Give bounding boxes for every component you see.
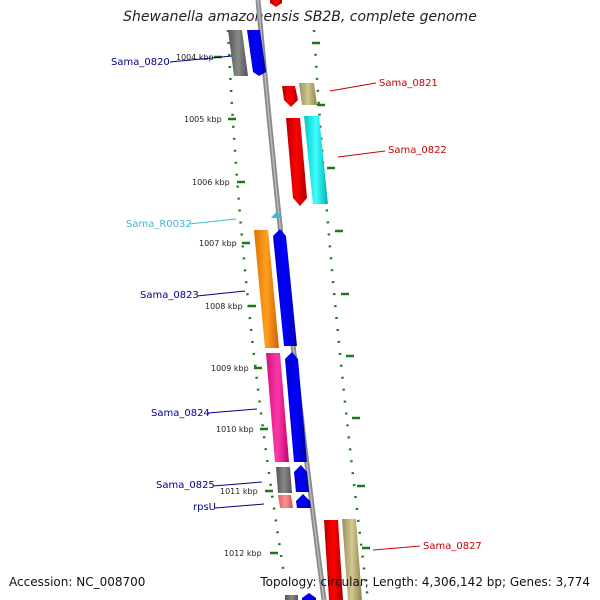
gene-rpsu[interactable] (296, 494, 311, 508)
label-sama-r0032[interactable]: Sama_R0032 (126, 219, 192, 230)
gene-sama-0820-gray[interactable] (228, 30, 248, 76)
label-line-rpsu (214, 503, 265, 509)
gene-sama-0821-khaki[interactable] (299, 83, 317, 105)
gene-sama-0825[interactable] (294, 465, 309, 492)
label-sama-0825[interactable]: Sama_0825 (156, 480, 215, 491)
gene-sama-0827-khaki[interactable] (342, 519, 362, 600)
label-line-sama-r0032 (188, 218, 237, 225)
label-rpsu[interactable]: rpsU (193, 502, 216, 513)
gene-sama-r0032[interactable] (271, 211, 283, 218)
label-line-sama-0820 (169, 55, 233, 63)
tick-label-1008: 1008 kbp (205, 302, 243, 311)
gene-sama-0822-red[interactable] (286, 118, 307, 206)
tick-label-1006: 1006 kbp (192, 178, 230, 187)
label-sama-0827[interactable]: Sama_0827 (423, 541, 482, 552)
genome-summary-text: Topology: circular; Length: 4,306,142 bp… (260, 575, 590, 589)
gene-sama-0824-pink[interactable] (266, 353, 289, 462)
tick-label-1004: 1004 kbp (176, 53, 214, 62)
gene-sama-0823-orange[interactable] (254, 230, 279, 348)
gc-content-curve-right (312, 29, 370, 600)
label-sama-0820[interactable]: Sama_0820 (111, 57, 170, 68)
label-sama-0823[interactable]: Sama_0823 (140, 290, 199, 301)
gene-sama-0820[interactable] (247, 30, 266, 76)
gene-sama-0822-cyan[interactable] (304, 116, 328, 204)
label-line-sama-0827 (372, 545, 421, 551)
partial-gene-top-red[interactable] (270, 0, 282, 7)
partial-gene-bottom-blue[interactable] (302, 593, 316, 600)
gene-sama-0827-red[interactable] (324, 520, 343, 600)
accession-text: Accession: NC_008700 (9, 575, 146, 589)
label-line-sama-0824 (207, 408, 258, 414)
label-sama-0821[interactable]: Sama_0821 (379, 78, 438, 89)
label-line-sama-0821 (329, 82, 377, 92)
gene-sama-0821-red[interactable] (282, 86, 298, 107)
gene-sama-0823[interactable] (273, 229, 297, 346)
tick-label-1011: 1011 kbp (220, 487, 258, 496)
gene-sama-0825-gray[interactable] (276, 467, 292, 493)
label-sama-0824[interactable]: Sama_0824 (151, 408, 210, 419)
gene-sama-0824[interactable] (285, 352, 307, 462)
label-line-sama-0825 (212, 481, 263, 487)
map-title: Shewanella amazonensis SB2B, complete ge… (123, 9, 477, 25)
gene-rpsu-salmon[interactable] (278, 495, 293, 508)
tick-label-1007: 1007 kbp (199, 239, 237, 248)
label-line-sama-0823 (196, 290, 246, 297)
tick-label-1010: 1010 kbp (216, 425, 254, 434)
label-line-sama-0822 (337, 150, 386, 158)
tick-label-1009: 1009 kbp (211, 364, 249, 373)
label-sama-0822[interactable]: Sama_0822 (388, 145, 447, 156)
tick-label-1005: 1005 kbp (184, 115, 222, 124)
tick-marks (214, 41, 370, 555)
partial-gene-bottom-gray[interactable] (285, 595, 298, 600)
tick-label-1012: 1012 kbp (224, 549, 262, 558)
